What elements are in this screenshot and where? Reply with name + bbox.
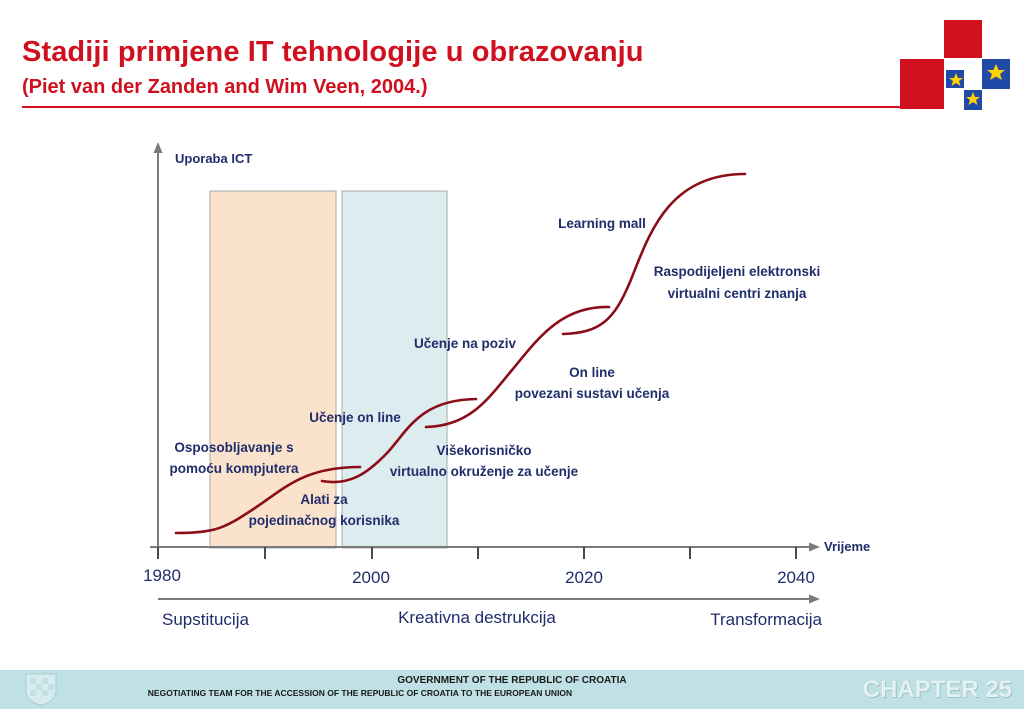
year-label: 1980 bbox=[143, 566, 181, 585]
s-curve-3 bbox=[424, 305, 611, 429]
s-curves bbox=[174, 172, 747, 535]
y-axis-arrow bbox=[153, 142, 163, 153]
title-divider bbox=[22, 106, 914, 108]
label-raspodijeljeni-1: Raspodijeljeni elektronski bbox=[654, 264, 821, 279]
phase-label: Transformacija bbox=[710, 610, 822, 629]
x-axis-label: Vrijeme bbox=[824, 539, 870, 554]
label-online-2: povezani sustavi učenja bbox=[515, 386, 670, 401]
label-learning-mall: Learning mall bbox=[558, 216, 646, 231]
croatia-eu-logo bbox=[900, 20, 1010, 110]
label-visekorisnicko-1: Višekorisničko bbox=[436, 443, 531, 458]
label-alati-1: Alati za bbox=[300, 492, 348, 507]
y-axis-label: Uporaba ICT bbox=[175, 151, 252, 166]
star-icon bbox=[966, 92, 980, 105]
label-online-1: On line bbox=[569, 365, 615, 380]
phase-label: Kreativna destrukcija bbox=[398, 608, 556, 627]
star-icon bbox=[949, 73, 963, 86]
x-axis-ticks bbox=[157, 547, 797, 559]
year-label: 2000 bbox=[352, 568, 390, 587]
band-blue bbox=[341, 190, 448, 549]
footer-government: GOVERNMENT OF THE REPUBLIC OF CROATIA bbox=[397, 675, 627, 686]
label-ucenje-poziv: Učenje na poziv bbox=[414, 336, 517, 351]
s-curve-2 bbox=[320, 397, 478, 484]
label-raspodijeljeni-2: virtualni centri znanja bbox=[668, 286, 807, 301]
label-ucenje-online: Učenje on line bbox=[309, 410, 401, 425]
label-alati-2: pojedinačnog korisnika bbox=[249, 513, 400, 528]
s-curve-4 bbox=[561, 172, 747, 336]
s-curve-1 bbox=[174, 465, 362, 535]
logo-red-square-left bbox=[900, 59, 944, 109]
year-label: 2040 bbox=[777, 568, 815, 587]
footer-negotiating-team: NEGOTIATING TEAM FOR THE ACCESSION OF TH… bbox=[147, 688, 573, 698]
star-icon bbox=[987, 64, 1005, 80]
page-title: Stadiji primjene IT tehnologije u obrazo… bbox=[22, 36, 644, 68]
footer-bar bbox=[0, 670, 1024, 709]
logo-red-square-top bbox=[944, 20, 982, 58]
coat-of-arms-icon bbox=[25, 673, 57, 706]
label-osposobljavanje-2: pomoću kompjutera bbox=[169, 461, 299, 476]
page-subtitle: (Piet van der Zanden and Wim Veen, 2004.… bbox=[22, 76, 428, 98]
label-osposobljavanje-1: Osposobljavanje s bbox=[174, 440, 293, 455]
chapter-label: CHAPTER 25 bbox=[862, 676, 1012, 703]
phase-arrow-head bbox=[809, 594, 820, 604]
year-label: 2020 bbox=[565, 568, 603, 587]
phase-label: Supstitucija bbox=[162, 610, 249, 629]
label-visekorisnicko-2: virtualno okruženje za učenje bbox=[390, 464, 579, 479]
x-axis-arrow bbox=[809, 542, 820, 552]
